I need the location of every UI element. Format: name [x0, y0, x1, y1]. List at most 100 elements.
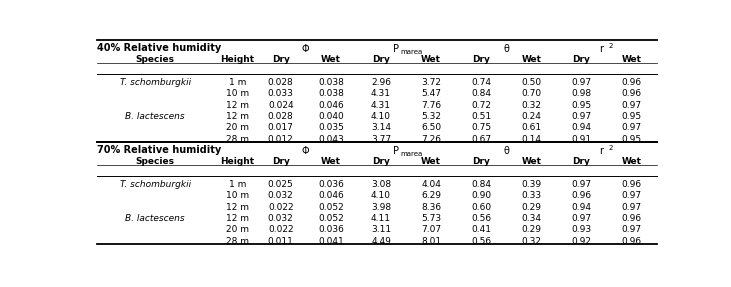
Text: 0.97: 0.97 [621, 191, 642, 200]
Text: 0.040: 0.040 [318, 112, 344, 121]
Text: 0.052: 0.052 [318, 203, 344, 212]
Text: 0.036: 0.036 [318, 225, 344, 234]
Text: P: P [393, 146, 399, 156]
Text: 0.29: 0.29 [521, 225, 542, 234]
Text: r: r [599, 44, 603, 54]
Text: 0.41: 0.41 [471, 225, 491, 234]
Text: Dry: Dry [472, 157, 491, 166]
Text: 0.97: 0.97 [621, 100, 642, 110]
Text: 0.90: 0.90 [471, 191, 491, 200]
Text: Species: Species [136, 157, 175, 166]
Text: 0.028: 0.028 [268, 112, 294, 121]
Text: r: r [599, 146, 603, 156]
Text: 4.04: 4.04 [421, 180, 441, 189]
Text: 0.041: 0.041 [318, 237, 344, 246]
Text: 40% Relative humidity: 40% Relative humidity [97, 43, 221, 53]
Text: 0.96: 0.96 [621, 89, 642, 98]
Text: 0.70: 0.70 [521, 89, 542, 98]
Text: 28 m: 28 m [226, 237, 249, 246]
Text: 0.94: 0.94 [572, 203, 591, 212]
Text: 3.98: 3.98 [371, 203, 391, 212]
Text: 12 m: 12 m [226, 100, 249, 110]
Text: Dry: Dry [572, 157, 591, 166]
Text: 0.032: 0.032 [268, 214, 294, 223]
Text: Dry: Dry [372, 157, 390, 166]
Text: Wet: Wet [321, 55, 341, 64]
Text: 0.024: 0.024 [268, 100, 294, 110]
Text: P: P [393, 44, 399, 54]
Text: Φ: Φ [302, 146, 310, 156]
Text: 3.08: 3.08 [371, 180, 391, 189]
Text: 5.73: 5.73 [421, 214, 442, 223]
Text: 2: 2 [609, 43, 613, 49]
Text: 2.96: 2.96 [371, 78, 391, 87]
Text: 0.038: 0.038 [318, 89, 344, 98]
Text: Dry: Dry [372, 55, 390, 64]
Text: 0.96: 0.96 [621, 214, 642, 223]
Text: 28 m: 28 m [226, 135, 249, 144]
Text: 0.92: 0.92 [572, 237, 591, 246]
Text: 0.97: 0.97 [572, 112, 591, 121]
Text: 7.26: 7.26 [421, 135, 441, 144]
Text: 0.94: 0.94 [572, 123, 591, 132]
Text: 1 m: 1 m [229, 180, 246, 189]
Text: 0.91: 0.91 [572, 135, 591, 144]
Text: 2: 2 [609, 145, 613, 151]
Text: 0.97: 0.97 [572, 78, 591, 87]
Text: θ: θ [504, 146, 510, 156]
Text: Dry: Dry [472, 55, 491, 64]
Text: 10 m: 10 m [226, 89, 249, 98]
Text: 0.84: 0.84 [471, 89, 491, 98]
Text: 8.36: 8.36 [421, 203, 442, 212]
Text: 0.97: 0.97 [572, 180, 591, 189]
Text: 6.29: 6.29 [421, 191, 441, 200]
Text: Height: Height [220, 55, 254, 64]
Text: 0.043: 0.043 [318, 135, 344, 144]
Text: 0.032: 0.032 [268, 191, 294, 200]
Text: 0.96: 0.96 [621, 180, 642, 189]
Text: 0.14: 0.14 [521, 135, 542, 144]
Text: 0.95: 0.95 [621, 135, 642, 144]
Text: 0.39: 0.39 [521, 180, 542, 189]
Text: 12 m: 12 m [226, 214, 249, 223]
Text: 0.50: 0.50 [521, 78, 542, 87]
Text: 0.025: 0.025 [268, 180, 294, 189]
Text: B. lactescens: B. lactescens [125, 214, 185, 223]
Text: 0.75: 0.75 [471, 123, 491, 132]
Text: 0.72: 0.72 [471, 100, 491, 110]
Text: 4.10: 4.10 [371, 112, 391, 121]
Text: 0.97: 0.97 [572, 214, 591, 223]
Text: 0.046: 0.046 [318, 100, 344, 110]
Text: 5.32: 5.32 [421, 112, 441, 121]
Text: Height: Height [220, 157, 254, 166]
Text: T. schomburgkii: T. schomburgkii [120, 180, 191, 189]
Text: Wet: Wet [421, 157, 441, 166]
Text: 0.32: 0.32 [521, 100, 542, 110]
Text: Dry: Dry [272, 55, 289, 64]
Text: 0.022: 0.022 [268, 225, 294, 234]
Text: 0.052: 0.052 [318, 214, 344, 223]
Text: 10 m: 10 m [226, 191, 249, 200]
Text: 0.74: 0.74 [471, 78, 491, 87]
Text: 0.028: 0.028 [268, 78, 294, 87]
Text: 0.035: 0.035 [318, 123, 344, 132]
Text: 0.56: 0.56 [471, 214, 491, 223]
Text: 6.50: 6.50 [421, 123, 442, 132]
Text: 0.60: 0.60 [471, 203, 491, 212]
Text: 12 m: 12 m [226, 203, 249, 212]
Text: 0.93: 0.93 [572, 225, 591, 234]
Text: 0.29: 0.29 [521, 203, 542, 212]
Text: 0.012: 0.012 [268, 135, 294, 144]
Text: 3.77: 3.77 [371, 135, 391, 144]
Text: Φ: Φ [302, 44, 310, 54]
Text: 0.022: 0.022 [268, 203, 294, 212]
Text: 3.11: 3.11 [371, 225, 391, 234]
Text: Wet: Wet [421, 55, 441, 64]
Text: Wet: Wet [521, 55, 542, 64]
Text: 0.97: 0.97 [621, 225, 642, 234]
Text: Dry: Dry [272, 157, 289, 166]
Text: 4.31: 4.31 [371, 100, 391, 110]
Text: Wet: Wet [621, 157, 642, 166]
Text: B. lactescens: B. lactescens [125, 112, 185, 121]
Text: 0.34: 0.34 [521, 214, 542, 223]
